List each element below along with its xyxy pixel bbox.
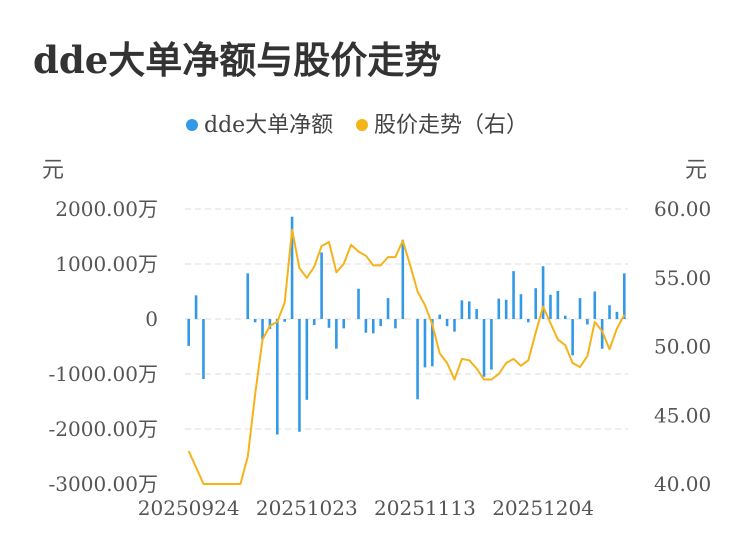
bar (246, 273, 250, 319)
line-series-price (187, 228, 626, 485)
legend-label-price: 股价走势（右） (374, 113, 528, 138)
bar (593, 291, 597, 319)
bar (335, 319, 338, 349)
left-tick-label: 1000.00万 (55, 252, 158, 276)
bar (467, 301, 471, 319)
bar (460, 300, 464, 319)
bar (556, 290, 560, 319)
legend-marker-price (356, 119, 368, 131)
legend[interactable]: dde大单净额 股价走势（右） (186, 113, 528, 138)
bar (578, 298, 582, 319)
legend-label-dde: dde大单净额 (204, 113, 333, 138)
bar (563, 315, 567, 319)
bar (512, 271, 515, 319)
bar (268, 319, 272, 329)
bar (379, 319, 382, 327)
x-axis: 20250924 20251023 20251113 20251204 (138, 496, 594, 520)
bar (453, 319, 456, 332)
left-axis: 2000.00万 1000.00万 0 -1000.00万 -2000.00万 -3000… (49, 197, 158, 496)
bar (497, 298, 501, 319)
bar (445, 319, 449, 327)
bar (320, 252, 323, 319)
bar (423, 319, 427, 368)
left-tick-label: 0 (145, 307, 158, 331)
bar (357, 288, 360, 319)
bar (194, 295, 198, 319)
bar (541, 266, 545, 319)
bar (431, 319, 434, 367)
bar (253, 319, 257, 323)
left-tick-label: -3000.00万 (49, 472, 158, 496)
bar (571, 319, 574, 356)
x-tick-label: 20251113 (374, 496, 476, 520)
left-axis-unit: 元 (42, 158, 64, 183)
bar (283, 319, 286, 322)
bar (623, 273, 626, 319)
bar (482, 319, 486, 377)
right-axis: 60.00 55.00 50.00 45.00 40.00 (654, 197, 711, 496)
bar (438, 314, 442, 319)
bar (401, 239, 405, 319)
bar (608, 305, 611, 319)
bar (519, 294, 523, 319)
bar (615, 311, 619, 319)
bar (386, 298, 390, 319)
right-tick-label: 50.00 (654, 335, 711, 359)
bar (394, 319, 397, 329)
bar (586, 319, 589, 325)
chart-title: dde大单净额与股价走势 (33, 38, 442, 82)
right-axis-unit: 元 (685, 158, 707, 183)
x-tick-label: 20251204 (492, 496, 594, 520)
bar (305, 319, 309, 400)
x-tick-label: 20251023 (256, 496, 358, 520)
bar (327, 319, 331, 328)
bar (202, 319, 205, 379)
bar (371, 319, 375, 334)
bar (416, 319, 419, 400)
bar (504, 299, 508, 319)
bar (342, 319, 346, 329)
right-tick-label: 55.00 (654, 266, 711, 290)
x-tick-label: 20250924 (138, 496, 240, 520)
bar (549, 294, 552, 319)
right-tick-label: 45.00 (654, 403, 711, 427)
bar (364, 319, 368, 333)
right-tick-label: 60.00 (654, 197, 711, 221)
bar-series-dde (185, 216, 628, 435)
bar (475, 309, 478, 319)
bar (187, 319, 190, 346)
price-line (187, 228, 626, 485)
left-tick-label: -1000.00万 (49, 362, 158, 386)
bar (534, 288, 538, 319)
left-tick-label: 2000.00万 (55, 197, 158, 221)
bar (298, 319, 301, 432)
bar (261, 319, 264, 340)
bar (490, 319, 493, 370)
bar (312, 319, 316, 326)
bar (527, 319, 530, 323)
right-tick-label: 40.00 (654, 472, 711, 496)
left-tick-label: -2000.00万 (49, 417, 158, 441)
bar (275, 319, 279, 435)
legend-marker-dde (186, 119, 198, 131)
bar (290, 216, 294, 319)
